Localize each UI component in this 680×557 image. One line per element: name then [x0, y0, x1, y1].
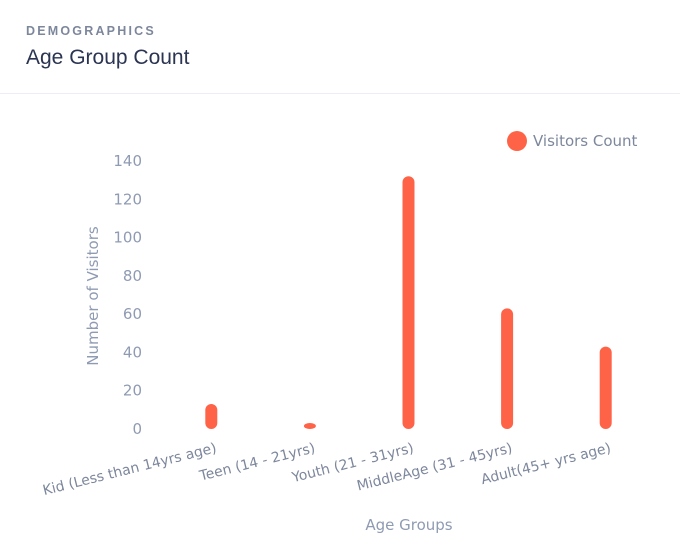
y-tick-label: 140: [113, 152, 142, 170]
y-tick-label: 120: [113, 190, 142, 208]
y-tick-label: 40: [123, 343, 142, 361]
legend-swatch: [507, 131, 527, 151]
card-header: DEMOGRAPHICS Age Group Count: [0, 0, 680, 94]
legend-label: Visitors Count: [533, 132, 638, 150]
bar[interactable]: [599, 346, 612, 429]
bar[interactable]: [303, 423, 316, 429]
y-axis-ticks: 0 20 40 60 80 100 120 140: [113, 152, 142, 438]
y-tick-label: 60: [123, 305, 142, 323]
chart-title: Age Group Count: [26, 46, 190, 69]
x-axis-ticks: Kid (Less than 14yrs age)Teen (14 - 21yr…: [41, 440, 612, 499]
x-tick-label: Kid (Less than 14yrs age): [41, 440, 218, 499]
bar[interactable]: [402, 176, 415, 429]
bar[interactable]: [205, 404, 218, 429]
y-tick-label: 0: [132, 420, 142, 438]
bars: [205, 176, 612, 429]
y-tick-label: 20: [123, 382, 142, 400]
section-eyebrow: DEMOGRAPHICS: [26, 24, 156, 38]
x-axis-label: Age Groups: [365, 516, 452, 534]
y-axis-label: Number of Visitors: [84, 226, 102, 366]
y-tick-label: 100: [113, 229, 142, 247]
legend[interactable]: Visitors Count: [507, 131, 638, 151]
y-tick-label: 80: [123, 267, 142, 285]
bar[interactable]: [501, 308, 514, 429]
